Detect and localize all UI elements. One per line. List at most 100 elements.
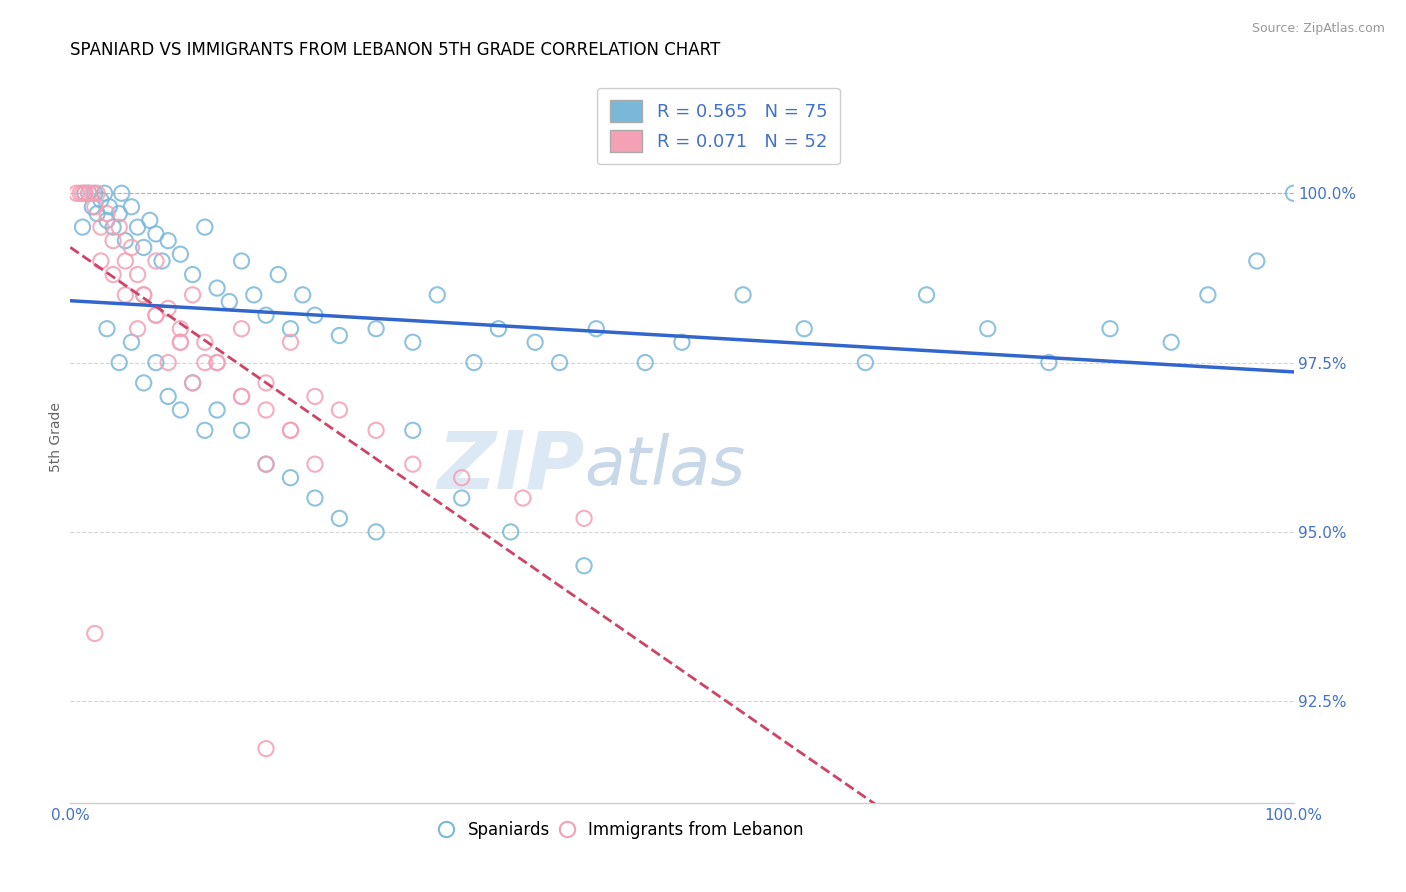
Point: [169, 247, 191, 261]
Point: [132, 288, 155, 302]
Point: [585, 322, 607, 336]
Point: [121, 240, 143, 254]
Point: [793, 322, 815, 336]
Point: [1246, 254, 1268, 268]
Point: [524, 335, 547, 350]
Point: [254, 308, 277, 322]
Point: [366, 322, 388, 336]
Point: [127, 268, 149, 282]
Point: [101, 220, 124, 235]
Point: [499, 524, 522, 539]
Point: [366, 524, 388, 539]
Point: [169, 335, 191, 350]
Point: [139, 213, 162, 227]
Point: [108, 206, 131, 220]
Point: [254, 741, 277, 756]
Point: [72, 186, 94, 201]
Point: [83, 186, 105, 201]
Text: Source: ZipAtlas.com: Source: ZipAtlas.com: [1251, 22, 1385, 36]
Point: [304, 491, 326, 505]
Point: [69, 186, 91, 201]
Point: [1099, 322, 1122, 336]
Text: SPANIARD VS IMMIGRANTS FROM LEBANON 5TH GRADE CORRELATION CHART: SPANIARD VS IMMIGRANTS FROM LEBANON 5TH …: [70, 41, 720, 59]
Point: [205, 403, 228, 417]
Point: [280, 322, 302, 336]
Point: [101, 234, 124, 248]
Point: [291, 288, 314, 302]
Point: [231, 389, 253, 403]
Point: [181, 376, 204, 390]
Point: [1282, 186, 1305, 201]
Point: [121, 200, 143, 214]
Y-axis label: 5th Grade: 5th Grade: [49, 402, 63, 472]
Point: [218, 294, 240, 309]
Point: [132, 376, 155, 390]
Point: [733, 288, 755, 302]
Point: [1038, 355, 1060, 369]
Point: [634, 355, 657, 369]
Point: [231, 389, 253, 403]
Point: [181, 268, 204, 282]
Point: [254, 403, 277, 417]
Point: [855, 355, 877, 369]
Point: [181, 376, 204, 390]
Point: [145, 308, 167, 322]
Point: [114, 234, 136, 248]
Point: [82, 186, 104, 201]
Point: [157, 301, 180, 316]
Point: [254, 457, 277, 471]
Point: [304, 308, 326, 322]
Point: [205, 281, 228, 295]
Point: [572, 558, 595, 573]
Point: [127, 322, 149, 336]
Point: [671, 335, 693, 350]
Point: [73, 186, 96, 201]
Point: [402, 335, 425, 350]
Point: [114, 288, 136, 302]
Point: [488, 322, 510, 336]
Point: [280, 423, 302, 437]
Text: atlas: atlas: [583, 434, 745, 500]
Point: [463, 355, 485, 369]
Point: [90, 220, 112, 235]
Point: [108, 355, 131, 369]
Text: ZIP: ZIP: [437, 427, 583, 506]
Point: [915, 288, 938, 302]
Point: [205, 355, 228, 369]
Point: [65, 186, 87, 201]
Point: [402, 423, 425, 437]
Point: [157, 234, 180, 248]
Point: [101, 268, 124, 282]
Point: [86, 186, 108, 201]
Point: [280, 423, 302, 437]
Point: [83, 200, 105, 214]
Point: [145, 254, 167, 268]
Point: [450, 491, 472, 505]
Point: [194, 423, 217, 437]
Point: [512, 491, 534, 505]
Point: [181, 288, 204, 302]
Point: [169, 322, 191, 336]
Point: [77, 186, 100, 201]
Point: [280, 471, 302, 485]
Point: [127, 220, 149, 235]
Point: [150, 254, 173, 268]
Point: [548, 355, 571, 369]
Point: [121, 335, 143, 350]
Point: [280, 335, 302, 350]
Point: [194, 355, 217, 369]
Point: [231, 423, 253, 437]
Point: [194, 335, 217, 350]
Point: [83, 626, 105, 640]
Point: [304, 457, 326, 471]
Point: [231, 322, 253, 336]
Point: [114, 254, 136, 268]
Point: [77, 186, 100, 201]
Point: [366, 423, 388, 437]
Point: [96, 322, 118, 336]
Legend: Spaniards, Immigrants from Lebanon: Spaniards, Immigrants from Lebanon: [432, 814, 810, 846]
Point: [108, 220, 131, 235]
Point: [194, 220, 217, 235]
Point: [90, 254, 112, 268]
Point: [90, 193, 112, 207]
